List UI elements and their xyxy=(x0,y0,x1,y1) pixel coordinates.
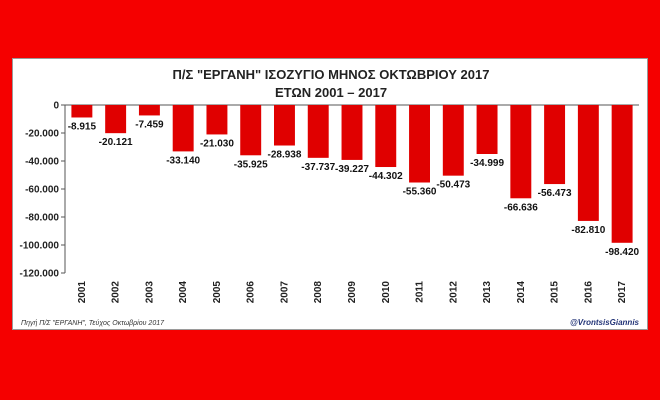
x-tick-label-2009: 2009 xyxy=(347,281,358,304)
x-tick-label-2015: 2015 xyxy=(550,281,561,304)
data-label-2017: -98.420 xyxy=(605,247,639,258)
bar-2005 xyxy=(206,105,228,135)
x-tick-label-2008: 2008 xyxy=(313,281,324,304)
bar-2016 xyxy=(577,105,599,221)
data-label-2013: -34.999 xyxy=(470,158,504,169)
bar-2002 xyxy=(105,105,127,134)
bar-2008 xyxy=(307,105,329,158)
data-label-2011: -55.360 xyxy=(403,187,437,198)
data-label-2012: -50.473 xyxy=(436,180,470,191)
bar-2014 xyxy=(510,105,532,199)
bar-2003 xyxy=(138,105,160,116)
bar-2010 xyxy=(375,105,397,168)
x-tick-label-2004: 2004 xyxy=(178,281,189,304)
y-tick-label: -60.000 xyxy=(25,185,59,196)
data-label-2004: -33.140 xyxy=(166,155,200,166)
bar-2011 xyxy=(409,105,430,183)
chart-title: Π/Σ "ΕΡΓΑΝΗ" ΙΣΟΖΥΓΙΟ ΜΗΝΟΣ ΟΚΤΩΒΡΙΟΥ 20… xyxy=(173,67,490,82)
bar-2006 xyxy=(240,105,262,156)
data-label-2014: -66.636 xyxy=(504,202,538,213)
x-tick-label-2014: 2014 xyxy=(516,281,527,304)
bar-2001 xyxy=(71,105,93,118)
bar-2012 xyxy=(442,105,464,176)
y-tick-label: 0 xyxy=(53,101,59,112)
chart-subtitle: ΕΤΩΝ 2001 – 2017 xyxy=(275,85,387,100)
data-label-2001: -8.915 xyxy=(68,121,97,132)
x-tick-label-2005: 2005 xyxy=(212,281,223,304)
y-tick-label: -80.000 xyxy=(25,213,59,224)
data-label-2006: -35.925 xyxy=(234,159,268,170)
data-label-2016: -82.810 xyxy=(571,225,605,236)
data-label-2003: -7.459 xyxy=(135,119,164,130)
x-tick-label-2003: 2003 xyxy=(144,281,155,304)
y-tick-label: -120.000 xyxy=(20,269,60,280)
y-tick-label: -100.000 xyxy=(20,241,60,252)
x-tick-label-2010: 2010 xyxy=(381,281,392,304)
data-label-2007: -28.938 xyxy=(268,150,302,161)
data-label-2002: -20.121 xyxy=(99,137,133,148)
author-credit: @VrontsisGiannis xyxy=(570,318,640,327)
data-label-2009: -39.227 xyxy=(335,164,369,175)
data-label-2015: -56.473 xyxy=(538,188,572,199)
x-tick-label-2017: 2017 xyxy=(617,281,628,304)
y-tick-label: -40.000 xyxy=(25,157,59,168)
x-tick-label-2013: 2013 xyxy=(482,281,493,304)
x-tick-label-2001: 2001 xyxy=(77,281,88,304)
chart-panel: Π/Σ "ΕΡΓΑΝΗ" ΙΣΟΖΥΓΙΟ ΜΗΝΟΣ ΟΚΤΩΒΡΙΟΥ 20… xyxy=(12,58,648,330)
data-label-2008: -37.737 xyxy=(301,162,335,173)
y-tick-label: -20.000 xyxy=(25,129,59,140)
x-tick-label-2011: 2011 xyxy=(415,281,426,303)
x-tick-label-2006: 2006 xyxy=(246,281,257,304)
source-note: Πηγή Π/Σ "ΕΡΓΑΝΗ", Τεύχος Οκτωβρίου 2017 xyxy=(21,319,165,327)
x-tick-label-2012: 2012 xyxy=(448,281,459,304)
bar-2007 xyxy=(274,105,295,146)
bar-2009 xyxy=(341,105,363,160)
bar-2015 xyxy=(544,105,566,185)
data-label-2010: -44.302 xyxy=(369,171,403,182)
bar-2013 xyxy=(476,105,498,154)
bar-2004 xyxy=(172,105,194,152)
bar-chart: Π/Σ "ΕΡΓΑΝΗ" ΙΣΟΖΥΓΙΟ ΜΗΝΟΣ ΟΚΤΩΒΡΙΟΥ 20… xyxy=(20,67,640,327)
data-label-2005: -21.030 xyxy=(200,138,234,149)
x-tick-label-2007: 2007 xyxy=(279,281,290,304)
x-tick-label-2016: 2016 xyxy=(583,281,594,304)
bar-2017 xyxy=(611,105,633,243)
x-tick-label-2002: 2002 xyxy=(111,281,122,304)
